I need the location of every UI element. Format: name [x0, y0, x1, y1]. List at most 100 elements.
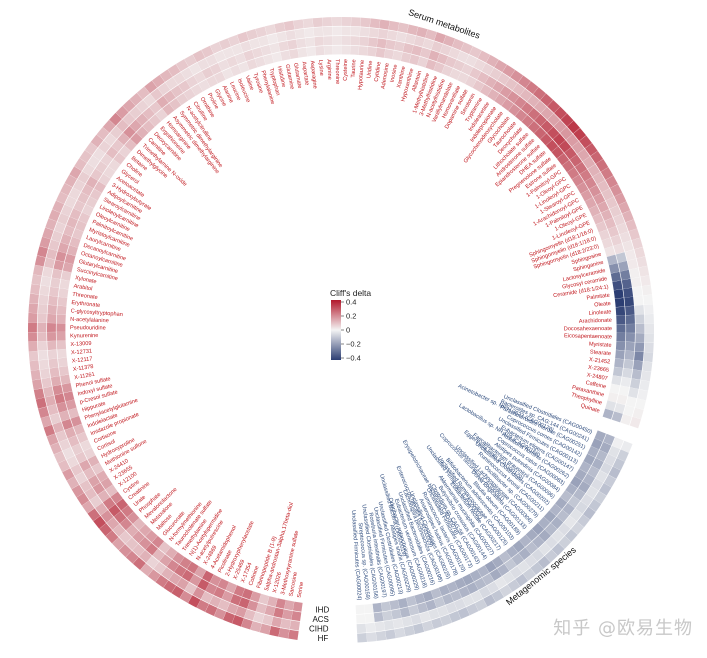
heatmap-cell	[233, 585, 245, 597]
heatmap-cell	[632, 407, 644, 420]
heatmap-cell	[54, 221, 66, 234]
feature-label: Histidine	[276, 66, 287, 88]
heatmap-cell	[45, 395, 56, 407]
heatmap-cell	[294, 28, 305, 39]
heatmap-cell	[499, 584, 513, 598]
heatmap-cell	[454, 577, 467, 590]
heatmap-cell	[47, 340, 57, 351]
heatmap-cell	[69, 166, 82, 179]
heatmap-cell	[34, 255, 46, 267]
heatmap-cell	[461, 63, 474, 76]
heatmap-cell	[531, 522, 545, 536]
heatmap-cell	[278, 40, 289, 52]
heatmap-cell	[547, 99, 561, 113]
heatmap-cell	[119, 530, 132, 544]
heatmap-cell	[31, 274, 42, 286]
heatmap-cell	[53, 451, 66, 464]
heatmap-cell	[184, 582, 197, 595]
heatmap-cell	[283, 20, 295, 32]
heatmap-cell	[119, 517, 133, 531]
heatmap-cell	[440, 614, 452, 626]
heatmap-cell	[609, 383, 621, 394]
heatmap-cell	[58, 366, 69, 376]
heatmap-cell	[237, 31, 249, 44]
heatmap-cell	[129, 119, 142, 133]
heatmap-cell	[39, 236, 51, 249]
heatmap-cell	[288, 629, 299, 640]
heatmap-cell	[37, 304, 48, 314]
ring-label: CIHD	[309, 625, 329, 634]
heatmap-cell	[296, 38, 307, 49]
heatmap-cell	[47, 323, 56, 332]
heatmap-cell	[122, 99, 136, 113]
heatmap-cell	[417, 56, 429, 68]
heatmap-cell	[610, 271, 622, 282]
heatmap-cell	[47, 313, 57, 324]
heatmap-cell	[375, 630, 387, 641]
heatmap-cell	[609, 205, 622, 218]
heatmap-cell	[551, 542, 565, 556]
heatmap-cell	[45, 218, 57, 231]
heatmap-cell	[478, 586, 491, 599]
heatmap-cell	[620, 269, 631, 281]
heatmap-cell	[178, 80, 191, 93]
heatmap-cell	[253, 611, 265, 624]
heatmap-cell	[155, 574, 169, 588]
heatmap-cell	[214, 50, 226, 63]
heatmap-cell	[75, 471, 88, 485]
heatmap-cell	[115, 105, 129, 119]
feature-label: X-12026	[272, 572, 283, 594]
heatmap-cell	[615, 252, 627, 263]
heatmap-cell	[66, 216, 78, 229]
heatmap-cell	[368, 27, 379, 38]
heatmap-cell	[157, 82, 171, 96]
heatmap-cell	[419, 47, 431, 59]
heatmap-cell	[57, 349, 67, 359]
heatmap-cell	[611, 411, 623, 423]
heatmap-cell	[144, 80, 158, 94]
heatmap-cell	[571, 174, 584, 187]
heatmap-cell	[87, 455, 100, 467]
feature-label: X-12731	[71, 349, 93, 357]
heatmap-cell	[595, 221, 608, 233]
heatmap-cell	[28, 312, 38, 323]
heatmap-cell	[30, 283, 41, 295]
heatmap-cell	[587, 164, 601, 177]
heatmap-cell	[431, 617, 443, 629]
heatmap-cell	[259, 623, 271, 635]
heatmap-cell	[625, 314, 635, 325]
heatmap-cell	[551, 529, 565, 543]
heatmap-cell	[322, 17, 332, 27]
heatmap-cell	[63, 225, 75, 237]
heatmap-cell	[631, 237, 643, 250]
heatmap-cell	[599, 483, 612, 496]
heatmap-cell	[635, 323, 645, 334]
heatmap-cell	[546, 126, 560, 140]
heatmap-cell	[297, 47, 308, 58]
heatmap-cell	[201, 66, 214, 79]
heatmap-cell	[312, 17, 323, 28]
heatmap-cell	[125, 550, 139, 564]
heatmap-cell	[84, 487, 98, 501]
heatmap-cell	[597, 201, 610, 213]
heatmap-cell	[73, 200, 86, 212]
heatmap-cell	[585, 486, 599, 499]
heatmap-cell	[235, 606, 247, 618]
heatmap-cell	[473, 58, 486, 72]
heatmap-cell	[477, 565, 490, 578]
heatmap-cell	[624, 296, 634, 307]
feature-label: Glutamine	[284, 64, 295, 90]
heatmap-cell	[428, 50, 440, 62]
heatmap-cell	[564, 528, 578, 542]
heatmap-cell	[565, 483, 578, 496]
heatmap-cell	[517, 560, 530, 574]
heatmap-cell	[612, 458, 625, 471]
heatmap-cell	[57, 213, 70, 225]
feature-label: Xanthine	[396, 66, 407, 89]
heatmap-cell	[560, 490, 573, 503]
heatmap-cell	[231, 43, 243, 56]
heatmap-cell	[604, 217, 616, 230]
heatmap-cell	[28, 351, 39, 362]
heatmap-cell	[443, 35, 456, 47]
feature-label: Cysteine	[343, 59, 349, 81]
